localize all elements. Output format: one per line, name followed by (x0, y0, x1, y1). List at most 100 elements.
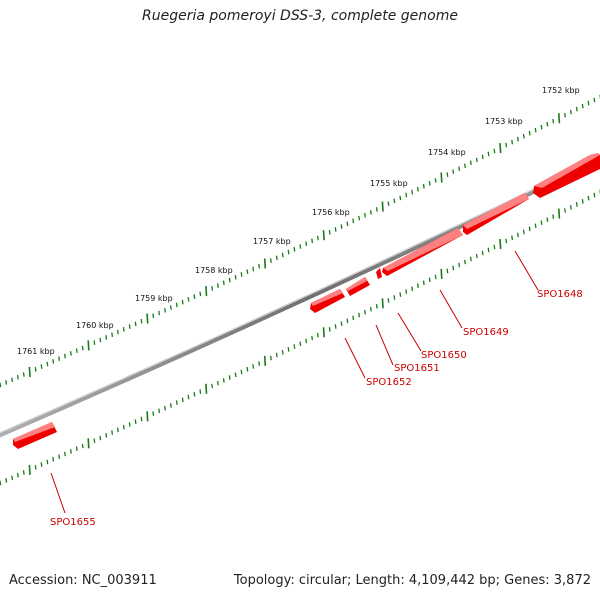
inner-scale-tick (575, 202, 578, 207)
inner-scale-tick (346, 318, 349, 324)
gene-label-SPO1648[interactable]: SPO1648 (537, 289, 583, 300)
outer-scale-tick (393, 198, 396, 204)
outer-scale-tick (228, 277, 231, 283)
genome-backbone-highlight (0, 156, 600, 434)
outer-scale-tick (422, 184, 425, 189)
outer-scale-tick (481, 154, 484, 160)
outer-scale-tick (52, 359, 55, 364)
outer-scale-tick (187, 297, 190, 302)
gene-features (13, 153, 600, 449)
outer-scale-tick (464, 163, 466, 169)
outer-scale-tick (505, 142, 508, 148)
inner-scale-tick (411, 286, 414, 291)
inner-scale-tick (275, 352, 278, 358)
outer-scale-tick (405, 192, 408, 198)
scale-label-1752: 1752 kbp (542, 86, 580, 95)
gene-SPO1651[interactable] (376, 268, 382, 279)
outer-scale-tick (181, 299, 184, 305)
inner-scale-tick (111, 430, 114, 435)
scale-labels: 1752 kbp 1753 kbp 1754 kbp 1755 kbp 1756… (17, 86, 580, 356)
inner-scale-tick (534, 223, 537, 229)
outer-scale-tick (222, 280, 225, 286)
gene-label-SPO1651[interactable]: SPO1651 (394, 363, 440, 374)
scale-label-1761: 1761 kbp (17, 347, 55, 356)
inner-scale-tick (287, 347, 290, 352)
inner-scale-tick (11, 475, 14, 481)
outer-scale-tick (316, 235, 319, 241)
outer-scale-tick (158, 310, 161, 316)
inner-scale-tick (5, 478, 8, 483)
gene-SPO1655[interactable] (13, 422, 57, 449)
inner-scale-tick (505, 238, 508, 244)
inner-scale-tick (422, 280, 425, 286)
outer-scale-tick (381, 201, 384, 212)
outer-scale-tick (193, 294, 196, 299)
gene-SPO1652-a[interactable] (346, 277, 370, 296)
outer-scale-tick (64, 353, 66, 359)
outer-scale-tick (263, 258, 267, 269)
scale-label-1753: 1753 kbp (485, 117, 523, 126)
inner-scale-tick (558, 208, 561, 219)
gene-SPO1652-b[interactable] (310, 289, 345, 313)
outer-scale-tick (416, 186, 419, 192)
outer-scale-tick (534, 127, 537, 133)
outer-scale-tick (581, 103, 584, 109)
inner-scale-tick (34, 465, 37, 470)
inner-scale-tick (493, 244, 496, 250)
gene-label-SPO1650[interactable]: SPO1650 (421, 350, 467, 361)
scale-label-1754: 1754 kbp (428, 148, 466, 157)
outer-scale-tick (569, 109, 572, 115)
outer-scale-tick (587, 100, 590, 106)
outer-scale-tick (564, 112, 566, 118)
outer-scale-tick (234, 275, 237, 280)
inner-scale-tick (22, 470, 25, 475)
inner-scale-tick (99, 435, 102, 441)
accession-text: Accession: NC_003911 (9, 573, 157, 588)
gene-SPO1648[interactable] (533, 153, 600, 198)
outer-scale-tick (111, 332, 114, 337)
outer-scale-tick (199, 291, 202, 297)
outer-scale-tick (522, 133, 525, 139)
outer-scale-tick (11, 377, 14, 383)
outer-scale-tick (452, 169, 455, 174)
outer-scale-tick (252, 266, 255, 272)
inner-scale-tick (328, 327, 331, 332)
inner-scale-tick (475, 253, 478, 259)
outer-scale-tick (46, 361, 49, 367)
inner-scale-tick (75, 446, 78, 451)
gene-SPO1650[interactable] (382, 228, 463, 276)
inner-scale-tick (364, 309, 366, 315)
scale-label-1756: 1756 kbp (312, 208, 350, 217)
inner-scale-tick (122, 424, 125, 430)
gene-SPO1649-a[interactable] (463, 193, 529, 235)
inner-scale-tick (116, 427, 119, 433)
inner-scale-tick (240, 369, 243, 375)
inner-scale-tick (334, 324, 337, 329)
outer-scale-tick (375, 207, 378, 212)
inner-scale-tick (222, 378, 225, 383)
outer-scale-tick (216, 283, 219, 288)
inner-scale-tick (593, 192, 596, 198)
gene-label-SPO1655[interactable]: SPO1655 (50, 517, 96, 528)
inner-scale-tick (252, 364, 255, 369)
gene-label-SPO1652[interactable]: SPO1652 (366, 377, 412, 388)
inner-scale-tick (511, 235, 514, 241)
inner-scale-ticks (0, 189, 600, 486)
inner-scale-tick (140, 416, 143, 422)
outer-scale-tick (399, 195, 402, 201)
gene-label-SPO1649[interactable]: SPO1649 (463, 327, 509, 338)
inner-scale-tick (434, 274, 437, 280)
outer-scale-tick (40, 364, 43, 369)
inner-scale-tick (187, 394, 190, 400)
outer-scale-tick (328, 230, 331, 235)
inner-scale-tick (569, 205, 572, 210)
inner-scale-tick (164, 405, 166, 411)
inner-scale-tick (87, 438, 90, 449)
inner-scale-tick (552, 214, 555, 219)
outer-scale-tick (446, 172, 449, 177)
inner-scale-tick (499, 238, 502, 250)
outer-scale-tick (5, 380, 8, 385)
inner-scale-tick (64, 451, 66, 457)
inner-scale-tick (587, 195, 590, 201)
outer-scale-tick (552, 118, 555, 124)
